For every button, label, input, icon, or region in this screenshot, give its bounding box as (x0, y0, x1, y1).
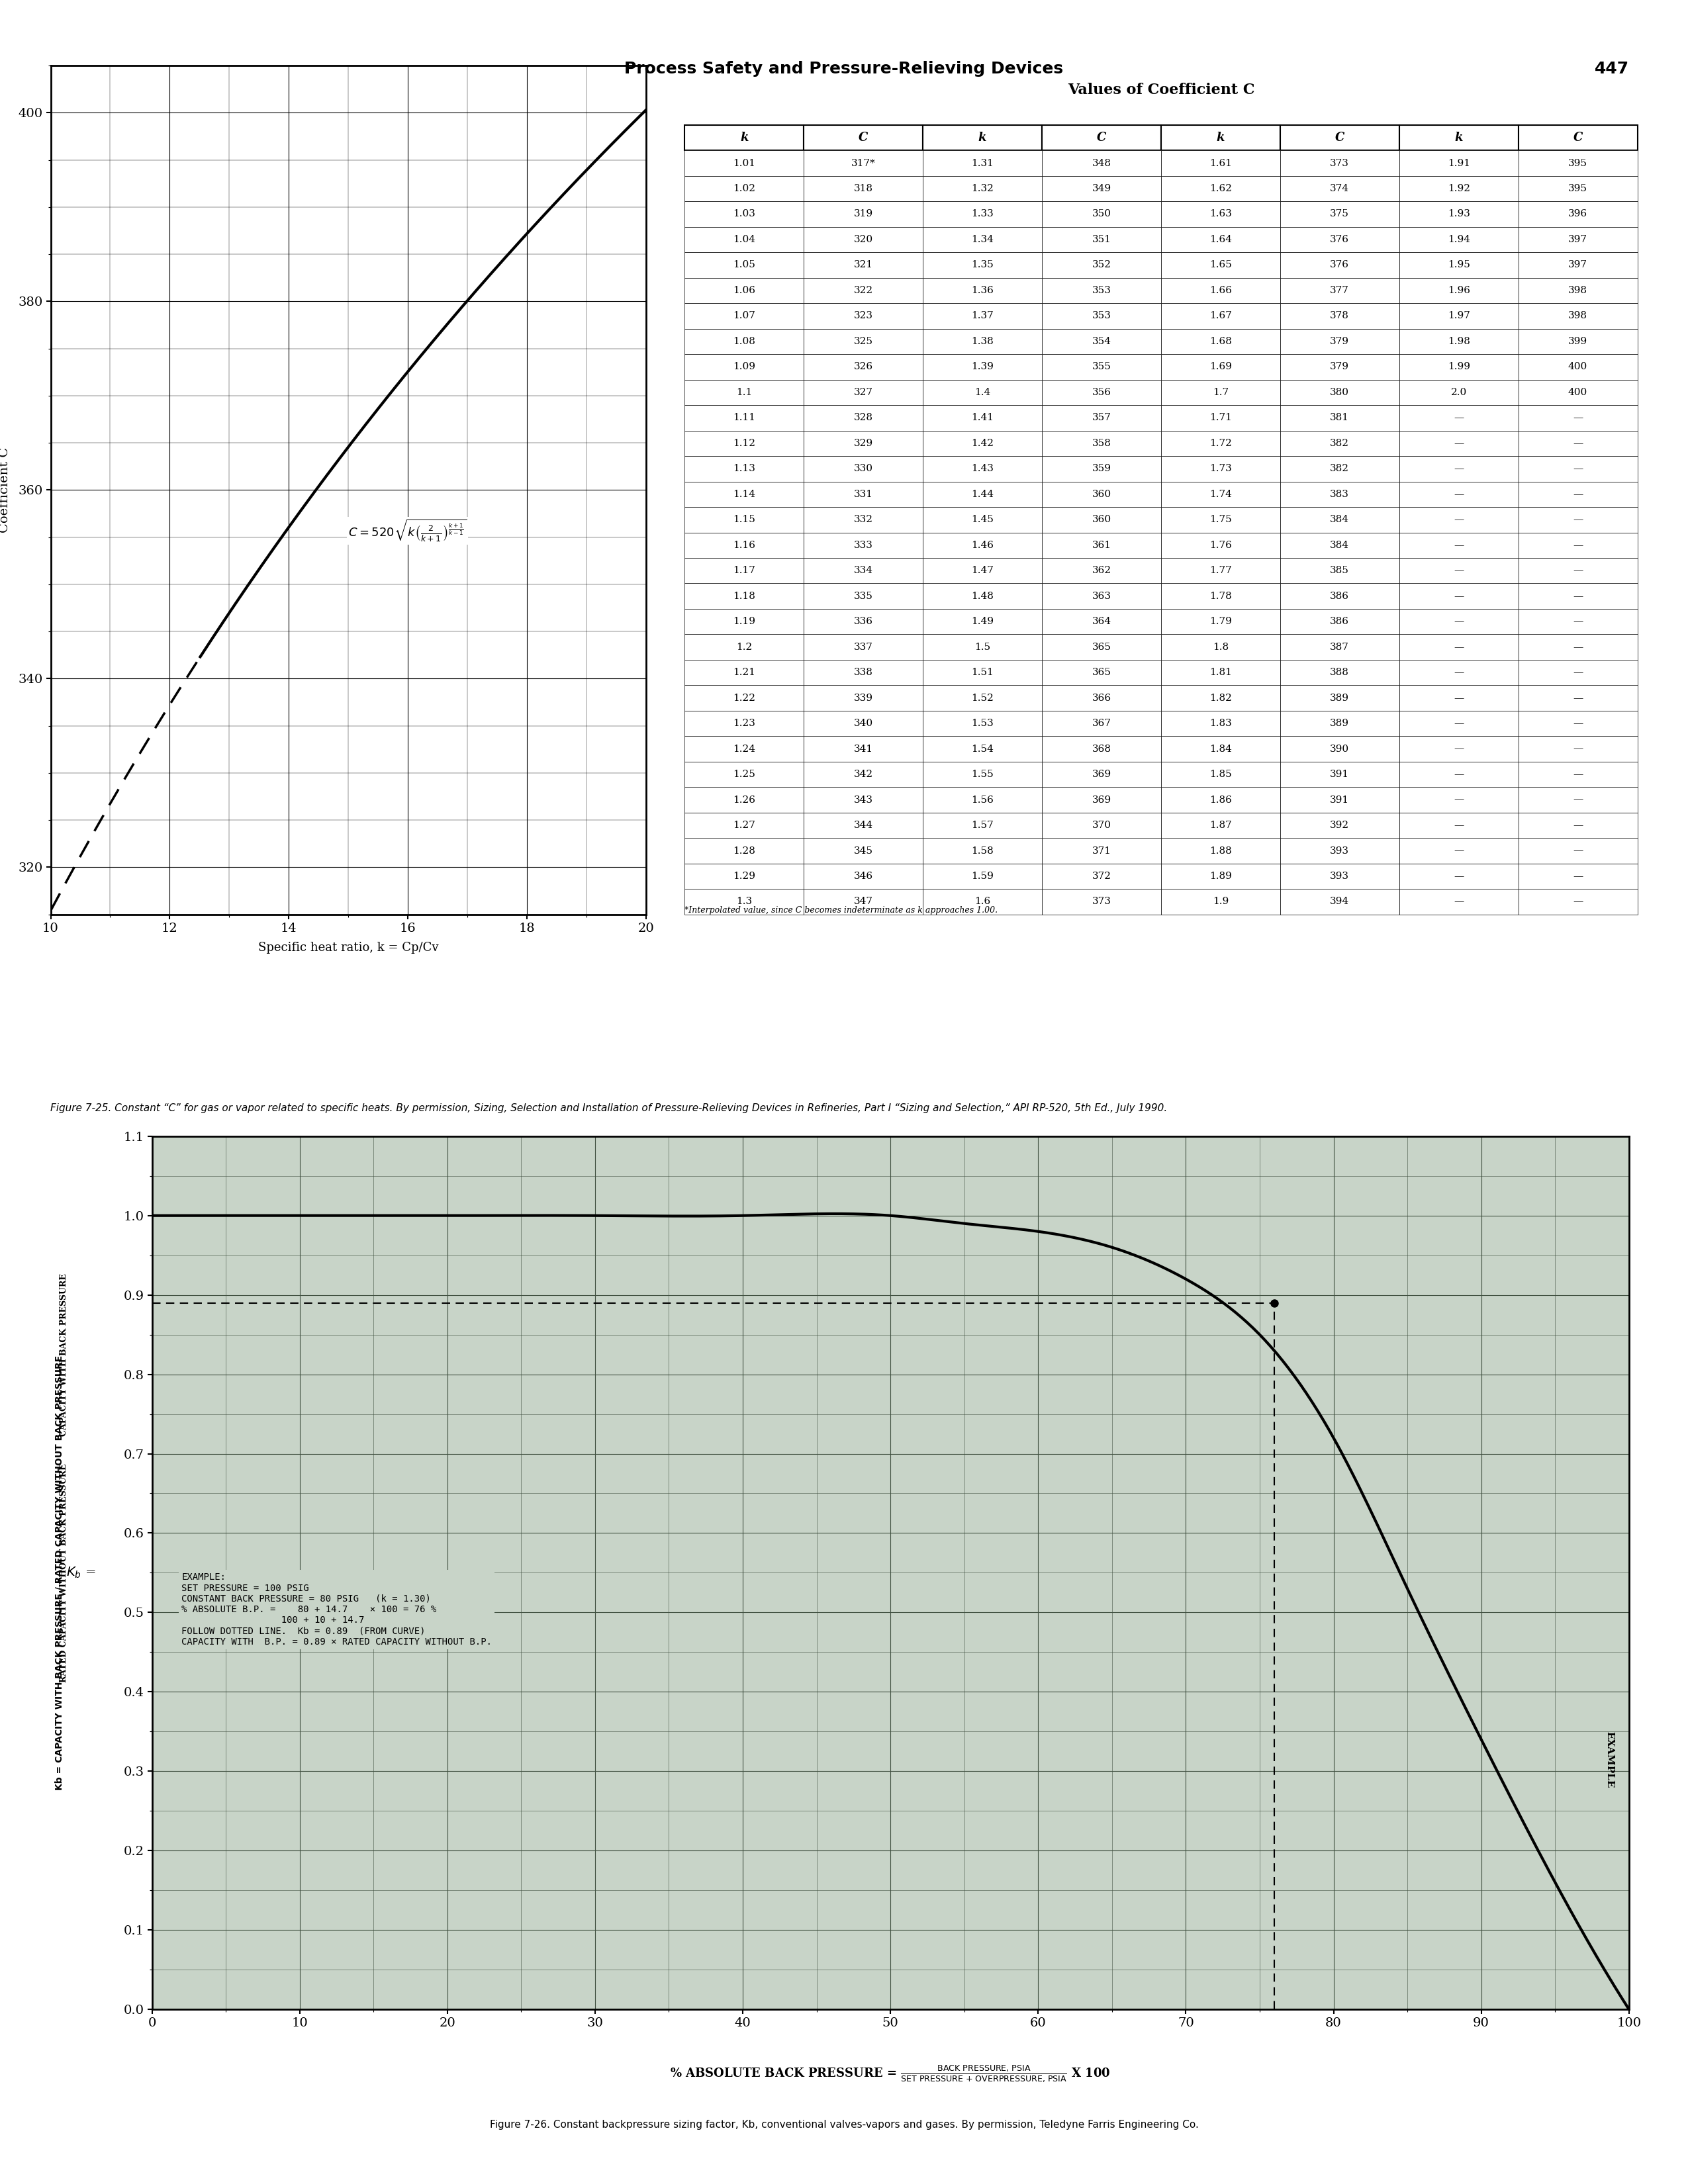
Text: CONSTANT BACK PRESSURE SIZING FACTOR: CONSTANT BACK PRESSURE SIZING FACTOR (596, 1026, 1092, 1046)
Text: Figure 7-26. Constant backpressure sizing factor, Kb, conventional valves-vapors: Figure 7-26. Constant backpressure sizin… (490, 2118, 1198, 2129)
Text: Kᵇ: Kᵇ (832, 1088, 856, 1105)
X-axis label: Specific heat ratio, k = Cp/Cv: Specific heat ratio, k = Cp/Cv (258, 941, 439, 954)
Text: Kb = CAPACITY WITH BACK PRESSURE / RATED CAPACITY WITHOUT BACK PRESSURE: Kb = CAPACITY WITH BACK PRESSURE / RATED… (54, 1356, 64, 1791)
Text: EXAMPLE: EXAMPLE (1605, 1732, 1614, 1789)
Text: EXAMPLE:
SET PRESSURE = 100 PSIG
CONSTANT BACK PRESSURE = 80 PSIG   (k = 1.30)
%: EXAMPLE: SET PRESSURE = 100 PSIG CONSTAN… (182, 1572, 491, 1647)
Text: % ABSOLUTE BACK PRESSURE = $\frac{\text{BACK PRESSURE, PSIA}}{\text{SET PRESSURE: % ABSOLUTE BACK PRESSURE = $\frac{\text{… (670, 2064, 1111, 2084)
Text: Process Safety and Pressure-Relieving Devices: Process Safety and Pressure-Relieving De… (625, 61, 1063, 76)
Text: 447: 447 (1595, 61, 1629, 76)
Text: *Interpolated value, since C becomes indeterminate as k approaches 1.00.: *Interpolated value, since C becomes ind… (685, 906, 998, 915)
Text: CAPACITY WITH BACK PRESSURE: CAPACITY WITH BACK PRESSURE (59, 1273, 69, 1435)
Text: RATED CAPACITY WITHOUT BACK PRESSURE: RATED CAPACITY WITHOUT BACK PRESSURE (59, 1463, 69, 1682)
Text: Figure 7-25. Constant “C” for gas or vapor related to specific heats. By permiss: Figure 7-25. Constant “C” for gas or vap… (51, 1103, 1168, 1114)
Text: $K_b$ =: $K_b$ = (66, 1566, 96, 1579)
Text: Values of Coefficient C: Values of Coefficient C (1067, 83, 1254, 96)
Text: $C = 520\sqrt{k\left(\frac{2}{k+1}\right)^{\frac{k+1}{k-1}}}$: $C = 520\sqrt{k\left(\frac{2}{k+1}\right… (348, 518, 468, 544)
Y-axis label: Coefficient C: Coefficient C (0, 448, 10, 533)
